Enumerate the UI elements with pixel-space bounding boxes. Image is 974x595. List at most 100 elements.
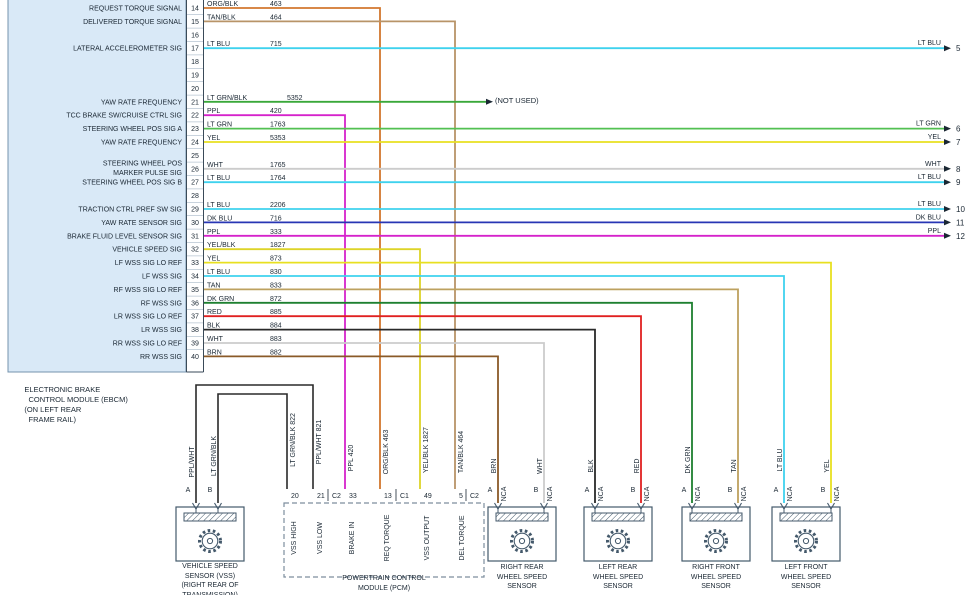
pcm-wire-label: TAN/BLK 464 bbox=[458, 431, 465, 473]
ebcm-caption-line: (ON LEFT REAR bbox=[24, 405, 82, 414]
ebcm-wire-color: LT GRN bbox=[207, 122, 232, 129]
ebcm-wire-color: DK GRN bbox=[207, 296, 234, 303]
ebcm-signal-label: LF WSS SIG bbox=[142, 274, 182, 281]
sensor-caption-line: SENSOR bbox=[791, 583, 821, 590]
ebcm-caption: ELECTRONIC BRAKE CONTROL MODULE (EBCM) (… bbox=[16, 375, 127, 435]
ebcm-signal-label: STEERING WHEEL POS SIG A bbox=[83, 126, 183, 133]
exit-page-number: 5 bbox=[956, 44, 961, 53]
pcm-pin-number: 20 bbox=[291, 493, 299, 500]
ebcm-wire-circuit: 873 bbox=[270, 256, 282, 263]
ebcm-wire-color: YEL bbox=[207, 135, 220, 142]
pin-wire-color-label: PPL/WHT bbox=[189, 446, 196, 478]
exit-page-number: 10 bbox=[956, 205, 965, 214]
ebcm-wire-color: TAN/BLK bbox=[207, 14, 236, 21]
sensor-gear-teeth bbox=[198, 529, 222, 553]
sensor-coil bbox=[591, 512, 645, 522]
sensor-gear-hub bbox=[518, 537, 526, 545]
ebcm-caption-line: FRAME RAIL) bbox=[24, 415, 77, 424]
ebcm-signal-label: VEHICLE SPEED SIG bbox=[112, 247, 182, 254]
pcm-pin-number: 13 bbox=[384, 493, 392, 500]
ebcm-signal-label: LATERAL ACCELEROMETER SIG bbox=[73, 46, 182, 53]
ebcm-wire-circuit: 715 bbox=[270, 41, 282, 48]
pcm-pin-number: C2 bbox=[470, 493, 479, 500]
sensor-gear-body bbox=[707, 532, 725, 550]
ebcm-pin-number: 39 bbox=[191, 341, 199, 348]
pcm-pin-function-label: BRAKE IN bbox=[349, 522, 356, 555]
ebcm-pin-number: 21 bbox=[191, 99, 199, 106]
ebcm-pin-number: 31 bbox=[191, 233, 199, 240]
exit-wire-color-label: WHT bbox=[925, 161, 942, 168]
wire-pin-36 bbox=[204, 301, 693, 503]
ebcm-signal-label: TCC BRAKE SW/CRUISE CTRL SIG bbox=[66, 113, 182, 120]
ebcm-wire-color: PPL bbox=[207, 108, 220, 115]
wire-end-arrow bbox=[944, 139, 951, 145]
ebcm-pin-number: 24 bbox=[191, 140, 199, 147]
ebcm-wire-circuit: 1827 bbox=[270, 242, 286, 249]
pin-letter: B bbox=[208, 487, 213, 494]
pcm-caption: POWERTRAIN CONTROL MODULE (PCM) bbox=[314, 574, 454, 593]
ebcm-wire-color: PPL bbox=[207, 229, 220, 236]
ebcm-pin-number: 26 bbox=[191, 166, 199, 173]
ebcm-wire-color: BLK bbox=[207, 323, 221, 330]
sensor-caption-line: LEFT FRONT bbox=[784, 564, 828, 571]
ebcm-wire-circuit: 1763 bbox=[270, 122, 286, 129]
pcm-caption-line: POWERTRAIN CONTROL bbox=[342, 575, 426, 582]
pcm-pin-number: 21 bbox=[317, 493, 325, 500]
pin-circuit-label: NCA bbox=[501, 486, 508, 501]
sensor-caption-line: SENSOR bbox=[701, 583, 731, 590]
ebcm-pin-number: 34 bbox=[191, 274, 199, 281]
ebcm-signal-label: DELIVERED TORQUE SIGNAL bbox=[83, 19, 182, 26]
sensor-caption-line: WHEEL SPEED bbox=[780, 573, 832, 581]
wire-pin-38 bbox=[204, 328, 596, 503]
pin-letter: B bbox=[728, 487, 733, 494]
sensor-gear-body bbox=[797, 532, 815, 550]
ebcm-wire-circuit: 2206 bbox=[270, 202, 286, 209]
ebcm-pin-number: 32 bbox=[191, 247, 199, 254]
exit-page-number: 6 bbox=[956, 125, 961, 134]
exit-wire-color-label: DK BLU bbox=[916, 214, 941, 221]
ebcm-pin-number: 19 bbox=[191, 73, 199, 80]
sensor-caption-left-front: LEFT FRONT WHEEL SPEED SENSOR bbox=[751, 563, 861, 592]
vss-caption-line: SENSOR (VSS) bbox=[184, 572, 236, 580]
ebcm-signal-label: RR WSS SIG bbox=[140, 354, 182, 361]
pcm-wire-label: PPL/WHT 821 bbox=[316, 420, 323, 465]
pcm-pin-number: C2 bbox=[332, 493, 341, 500]
pin-wire-color-label: TAN bbox=[731, 459, 738, 472]
pcm-pin-function-label: REQ TORQUE bbox=[384, 514, 391, 561]
pin-wire-color-label: BRN bbox=[491, 459, 498, 474]
ebcm-caption-line: ELECTRONIC BRAKE bbox=[24, 385, 101, 394]
exit-wire-color-label: YEL bbox=[928, 134, 941, 141]
ebcm-wire-color: WHT bbox=[207, 162, 224, 169]
sensor-caption-right-rear: RIGHT REAR WHEEL SPEED SENSOR bbox=[467, 563, 577, 592]
wire-end-arrow bbox=[486, 98, 493, 105]
wire-end-arrow bbox=[944, 165, 951, 172]
ebcm-pin-number: 20 bbox=[191, 86, 199, 93]
ebcm-pin-number: 17 bbox=[191, 46, 199, 53]
pin-circuit-label: NCA bbox=[787, 486, 794, 501]
ebcm-wire-circuit: 420 bbox=[270, 108, 282, 115]
exit-page-number: 12 bbox=[956, 232, 965, 241]
ebcm-wire-color: LT BLU bbox=[207, 269, 230, 276]
pcm-pin-function-label: VSS HIGH bbox=[291, 521, 298, 554]
sensor-gear-body bbox=[201, 532, 219, 550]
wire-pin-32 bbox=[204, 248, 421, 489]
wire-end-arrow bbox=[944, 125, 951, 132]
pcm-pin-function-label: VSS LOW bbox=[317, 522, 324, 554]
wire-pin-40 bbox=[204, 355, 499, 503]
ebcm-signal-label: LF WSS SIG LO REF bbox=[115, 260, 182, 267]
wire-end-arrow bbox=[944, 45, 951, 52]
wire-pin-39 bbox=[204, 342, 545, 503]
pin-circuit-label: NCA bbox=[695, 486, 702, 501]
sensor-coil bbox=[779, 512, 833, 522]
sensor-gear-body bbox=[513, 532, 531, 550]
sensor-gear-teeth bbox=[606, 529, 630, 553]
sensor-caption-line: RIGHT REAR bbox=[500, 564, 544, 571]
ebcm-wire-circuit: 463 bbox=[270, 1, 282, 8]
ebcm-wire-color: LT GRN/BLK bbox=[207, 95, 248, 102]
exit-page-number: 9 bbox=[956, 178, 961, 187]
exit-wire-color-label: LT BLU bbox=[918, 40, 941, 47]
sensor-gear-teeth bbox=[704, 529, 728, 553]
exit-page-number: 11 bbox=[956, 218, 965, 227]
